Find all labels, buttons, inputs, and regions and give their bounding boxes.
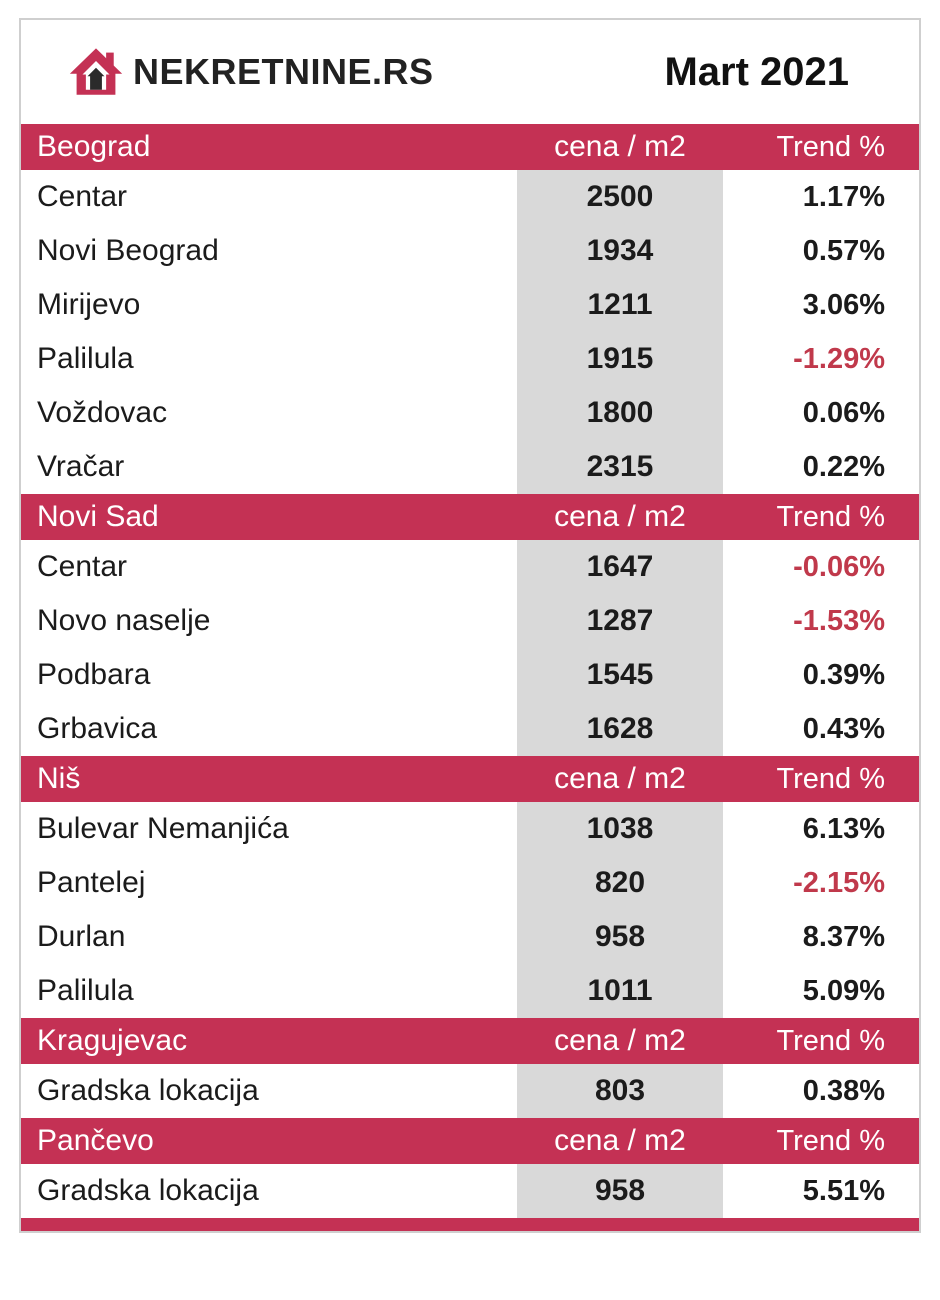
table-row: Bulevar Nemanjića 1038 6.13% (21, 802, 919, 856)
table-row: Durlan 958 8.37% (21, 910, 919, 964)
city-section-1: Novi Sad cena / m2 Trend % Centar 1647 -… (21, 494, 919, 756)
location-name: Podbara (37, 658, 151, 691)
trend-value: 5.09% (802, 974, 885, 1007)
location-name: Pantelej (37, 866, 146, 899)
location-name: Palilula (37, 974, 134, 1007)
price-value: 1800 (517, 386, 723, 440)
price-value: 2315 (517, 440, 723, 494)
trend-value: 0.06% (802, 396, 885, 429)
city-name: Beograd (37, 130, 151, 163)
price-value: 1628 (517, 702, 723, 756)
table-row: Voždovac 1800 0.06% (21, 386, 919, 440)
table-row: Vračar 2315 0.22% (21, 440, 919, 494)
table-row: Pantelej 820 -2.15% (21, 856, 919, 910)
city-section-4: Pančevo cena / m2 Trend % Gradska lokaci… (21, 1118, 919, 1218)
trend-value: 0.38% (802, 1074, 885, 1107)
price-column-header: cena / m2 (554, 130, 686, 163)
price-value: 803 (517, 1064, 723, 1118)
location-name: Mirijevo (37, 288, 141, 321)
trend-value: 1.17% (802, 180, 885, 213)
table-row: Centar 2500 1.17% (21, 170, 919, 224)
location-name: Voždovac (37, 396, 168, 429)
table-row: Mirijevo 1211 3.06% (21, 278, 919, 332)
logo-text: NEKRETNINE.RS (133, 51, 434, 92)
house-icon (69, 47, 123, 97)
city-section-2: Niš cena / m2 Trend % Bulevar Nemanjića … (21, 756, 919, 1018)
price-value: 958 (517, 910, 723, 964)
table-row: Podbara 1545 0.39% (21, 648, 919, 702)
location-name: Novo naselje (37, 604, 211, 637)
section-header: Beograd cena / m2 Trend % (21, 124, 919, 170)
table-row: Gradska lokacija 803 0.38% (21, 1064, 919, 1118)
table-row: Novo naselje 1287 -1.53% (21, 594, 919, 648)
price-column-header: cena / m2 (554, 762, 686, 795)
section-header: Niš cena / m2 Trend % (21, 756, 919, 802)
trend-value: -1.53% (793, 604, 885, 637)
trend-value: -2.15% (793, 866, 885, 899)
location-name: Palilula (37, 342, 134, 375)
table-row: Gradska lokacija 958 5.51% (21, 1164, 919, 1218)
price-value: 1038 (517, 802, 723, 856)
trend-column-header: Trend % (776, 1024, 885, 1057)
trend-value: 8.37% (802, 920, 885, 953)
price-value: 958 (517, 1164, 723, 1218)
table-row: Palilula 1011 5.09% (21, 964, 919, 1018)
bottom-accent-bar (21, 1218, 919, 1231)
price-table: Beograd cena / m2 Trend % Centar 2500 1.… (21, 124, 919, 1218)
location-name: Novi Beograd (37, 234, 219, 267)
city-section-0: Beograd cena / m2 Trend % Centar 2500 1.… (21, 124, 919, 494)
location-name: Durlan (37, 920, 126, 953)
city-name: Kragujevac (37, 1024, 188, 1057)
location-name: Centar (37, 180, 128, 213)
trend-column-header: Trend % (776, 1124, 885, 1157)
price-value: 1934 (517, 224, 723, 278)
trend-value: 0.22% (802, 450, 885, 483)
city-name: Pančevo (37, 1124, 154, 1157)
trend-value: -0.06% (793, 550, 885, 583)
price-value: 1211 (517, 278, 723, 332)
city-section-3: Kragujevac cena / m2 Trend % Gradska lok… (21, 1018, 919, 1118)
price-value: 820 (517, 856, 723, 910)
location-name: Vračar (37, 450, 125, 483)
trend-value: 0.43% (802, 712, 885, 745)
logo: NEKRETNINE.RS (69, 47, 434, 97)
price-column-header: cena / m2 (554, 1124, 686, 1157)
price-value: 1647 (517, 540, 723, 594)
table-row: Novi Beograd 1934 0.57% (21, 224, 919, 278)
location-name: Gradska lokacija (37, 1074, 259, 1107)
trend-column-header: Trend % (776, 130, 885, 163)
section-header: Pančevo cena / m2 Trend % (21, 1118, 919, 1164)
price-report-sheet: NEKRETNINE.RS Mart 2021 Beograd cena / m… (19, 18, 921, 1233)
trend-column-header: Trend % (776, 500, 885, 533)
trend-value: 6.13% (802, 812, 885, 845)
trend-value: 0.57% (802, 234, 885, 267)
price-value: 2500 (517, 170, 723, 224)
table-row: Grbavica 1628 0.43% (21, 702, 919, 756)
trend-value: 5.51% (802, 1174, 885, 1207)
trend-column-header: Trend % (776, 762, 885, 795)
section-header: Kragujevac cena / m2 Trend % (21, 1018, 919, 1064)
location-name: Grbavica (37, 712, 158, 745)
trend-value: 3.06% (802, 288, 885, 321)
section-header: Novi Sad cena / m2 Trend % (21, 494, 919, 540)
trend-value: -1.29% (793, 342, 885, 375)
table-row: Palilula 1915 -1.29% (21, 332, 919, 386)
page-title: Mart 2021 (664, 49, 849, 94)
city-name: Novi Sad (37, 500, 159, 533)
location-name: Gradska lokacija (37, 1174, 259, 1207)
price-column-header: cena / m2 (554, 500, 686, 533)
trend-value: 0.39% (802, 658, 885, 691)
price-value: 1545 (517, 648, 723, 702)
price-value: 1011 (517, 964, 723, 1018)
price-column-header: cena / m2 (554, 1024, 686, 1057)
table-row: Centar 1647 -0.06% (21, 540, 919, 594)
location-name: Bulevar Nemanjića (37, 812, 289, 845)
location-name: Centar (37, 550, 128, 583)
report-header: NEKRETNINE.RS Mart 2021 (21, 20, 919, 124)
price-value: 1915 (517, 332, 723, 386)
city-name: Niš (37, 762, 81, 795)
price-value: 1287 (517, 594, 723, 648)
